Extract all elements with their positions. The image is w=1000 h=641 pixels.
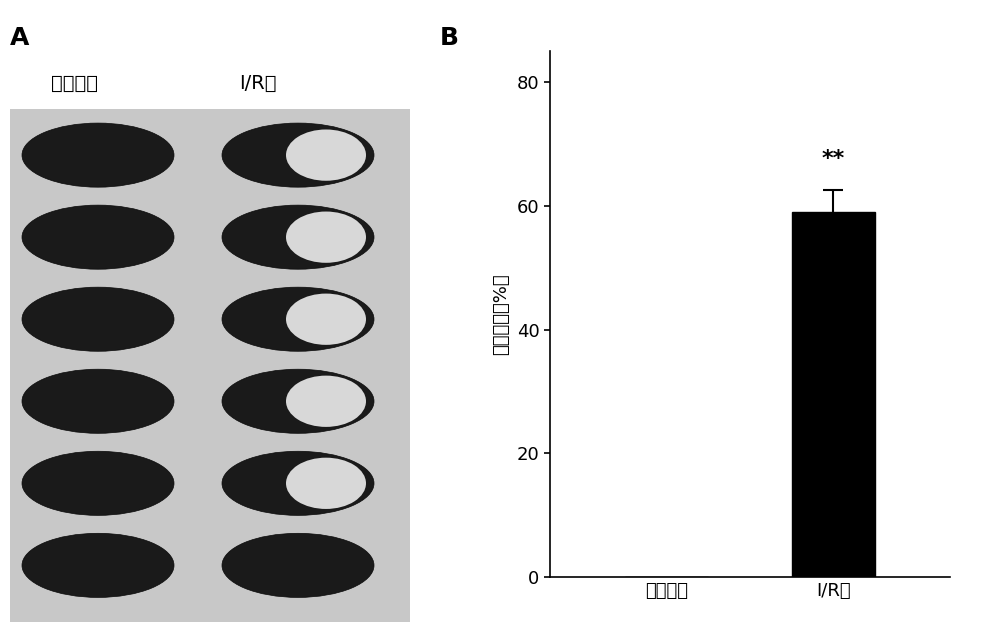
Ellipse shape (286, 294, 366, 345)
Bar (792, 212, 875, 577)
Ellipse shape (222, 451, 374, 515)
Ellipse shape (22, 205, 174, 269)
Ellipse shape (222, 205, 374, 269)
Text: I/R组: I/R组 (239, 74, 277, 93)
Ellipse shape (222, 287, 374, 351)
Ellipse shape (222, 123, 374, 187)
Ellipse shape (22, 451, 174, 515)
Text: **: ** (822, 149, 845, 169)
Text: 假手术组: 假手术组 (51, 74, 98, 93)
Text: B: B (440, 26, 459, 51)
Ellipse shape (286, 458, 366, 509)
Ellipse shape (22, 369, 174, 433)
Ellipse shape (22, 287, 174, 351)
Ellipse shape (222, 369, 374, 433)
Ellipse shape (22, 533, 174, 597)
Ellipse shape (222, 533, 374, 597)
Text: A: A (10, 26, 29, 51)
Ellipse shape (286, 212, 366, 263)
Ellipse shape (286, 376, 366, 427)
Ellipse shape (286, 129, 366, 181)
Ellipse shape (22, 123, 174, 187)
Y-axis label: 梗死比例（%）: 梗死比例（%） (492, 273, 510, 355)
